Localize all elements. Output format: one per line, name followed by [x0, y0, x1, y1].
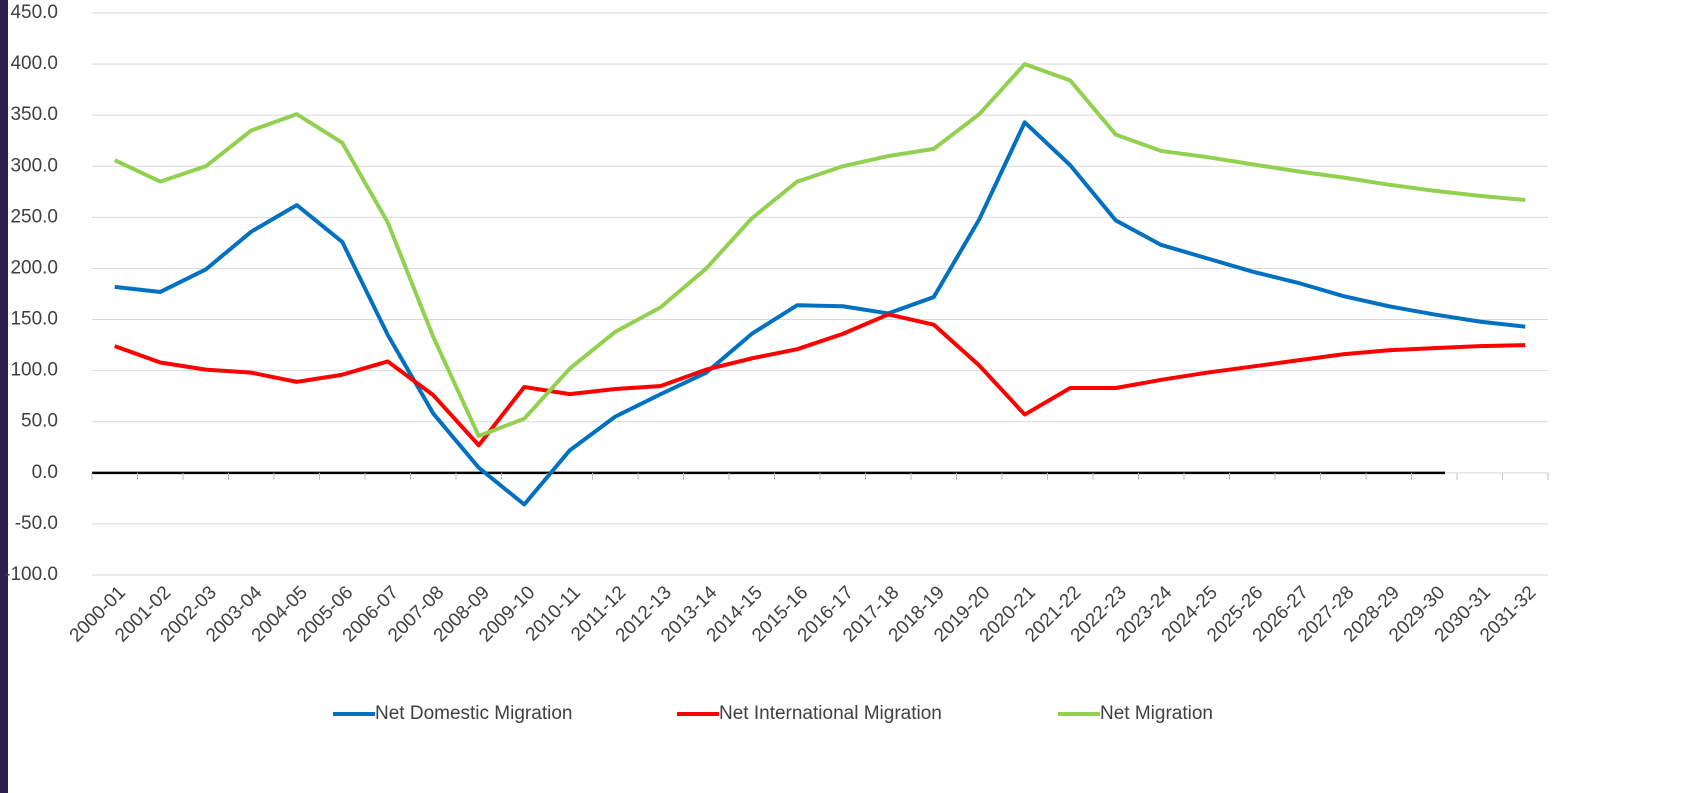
- y-tick-label: 350.0: [10, 104, 58, 125]
- y-tick-label: 450.0: [10, 2, 58, 23]
- y-tick-label: 50.0: [21, 411, 58, 432]
- y-tick-label: 100.0: [10, 360, 58, 381]
- series-line: [114, 120, 1526, 507]
- legend-label: Net Migration: [1100, 703, 1213, 724]
- y-tick-label: 250.0: [10, 206, 58, 227]
- series-line: [114, 312, 1526, 448]
- y-tick-label: -100.0: [4, 564, 58, 585]
- y-tick-label: 200.0: [10, 257, 58, 278]
- y-tick-label: 150.0: [10, 309, 58, 330]
- y-tick-label: 300.0: [10, 155, 58, 176]
- legend-label: Net Domestic Migration: [375, 703, 572, 724]
- y-tick-label: 400.0: [10, 53, 58, 74]
- side-strip: [0, 0, 8, 793]
- y-tick-label: 0.0: [32, 462, 58, 483]
- y-tick-label: -50.0: [15, 513, 58, 534]
- series-line: [113, 62, 1526, 439]
- legend-label: Net International Migration: [719, 703, 942, 724]
